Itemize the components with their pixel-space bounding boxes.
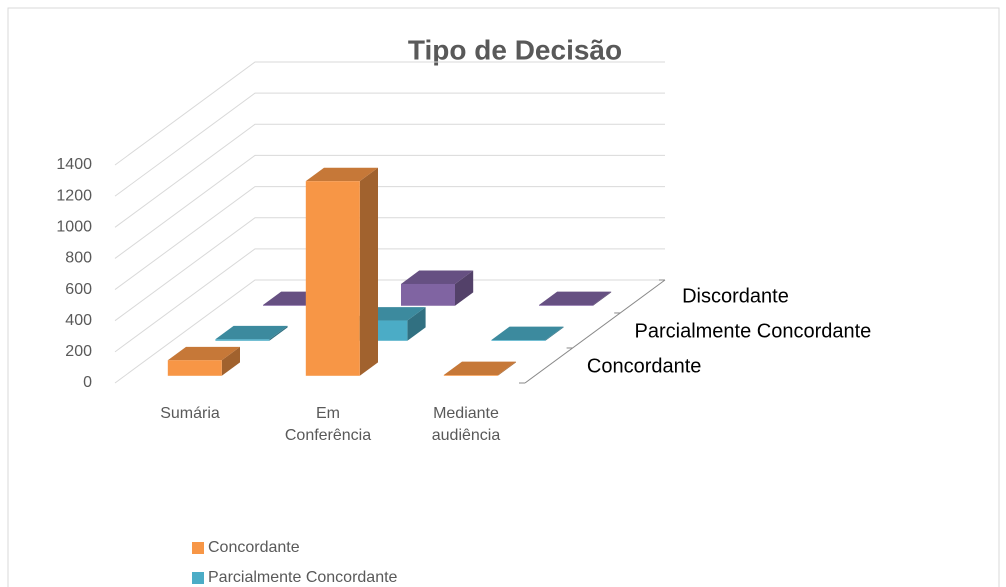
bar-top xyxy=(167,346,240,361)
bar xyxy=(305,167,378,376)
y-tick-label: 200 xyxy=(65,343,92,360)
y-tick-label: 1200 xyxy=(56,187,92,204)
bar xyxy=(539,291,612,306)
depth-label: Concordante xyxy=(587,355,702,377)
depth-axis xyxy=(524,279,666,384)
legend-label: Concordante xyxy=(208,539,300,556)
y-tick-label: 1000 xyxy=(56,219,92,236)
y-tick-label: 0 xyxy=(83,374,92,391)
grid-line xyxy=(114,154,665,259)
grid-line xyxy=(114,61,665,166)
y-tick-label: 1400 xyxy=(56,156,92,173)
grid-line xyxy=(114,279,665,384)
chart-title: Tipo de Decisão xyxy=(408,34,622,65)
bar-top xyxy=(539,291,612,305)
grid-line xyxy=(114,186,665,290)
bar xyxy=(443,361,516,376)
legend-swatch xyxy=(192,572,204,584)
bar-top xyxy=(443,361,516,376)
grid-line xyxy=(114,217,665,322)
bar-front xyxy=(305,181,360,376)
bar-side xyxy=(455,270,474,306)
grid-line xyxy=(114,248,665,353)
bar-top xyxy=(491,326,564,340)
bar-front xyxy=(443,375,498,376)
grid-line xyxy=(114,92,665,197)
bar-front xyxy=(263,304,317,306)
y-tick-label: 600 xyxy=(65,281,92,298)
x-tick-label: Em Conferência xyxy=(284,405,372,444)
bar-side xyxy=(269,325,288,341)
bar-front xyxy=(539,304,593,306)
bar-front xyxy=(215,339,270,341)
bar-top xyxy=(401,270,474,284)
bar-side xyxy=(221,346,240,376)
bar xyxy=(401,270,474,306)
bar-top xyxy=(215,325,288,340)
bar-side xyxy=(593,291,612,306)
chart-border xyxy=(7,7,1000,587)
bar-side xyxy=(545,326,564,341)
depth-label: Discordante xyxy=(682,285,789,307)
bar-side xyxy=(359,167,378,376)
bar-top xyxy=(305,167,378,182)
bar-side xyxy=(407,307,426,341)
legend-label: Parcialmente Concordante xyxy=(208,569,398,586)
bar-front xyxy=(167,360,222,376)
y-tick-label: 800 xyxy=(65,250,92,267)
y-tick-label: 400 xyxy=(65,312,92,329)
bar-front xyxy=(491,339,546,341)
bar xyxy=(167,346,240,376)
x-tick-label: Mediante audiência xyxy=(431,405,501,444)
bar-front xyxy=(401,283,455,306)
grid-line xyxy=(114,123,665,228)
x-tick-label: Sumária xyxy=(160,405,220,422)
bar-side xyxy=(497,361,516,376)
bar xyxy=(215,325,288,341)
legend-swatch xyxy=(192,542,204,554)
depth-label: Parcialmente Concordante xyxy=(635,320,872,342)
bar xyxy=(491,326,564,341)
